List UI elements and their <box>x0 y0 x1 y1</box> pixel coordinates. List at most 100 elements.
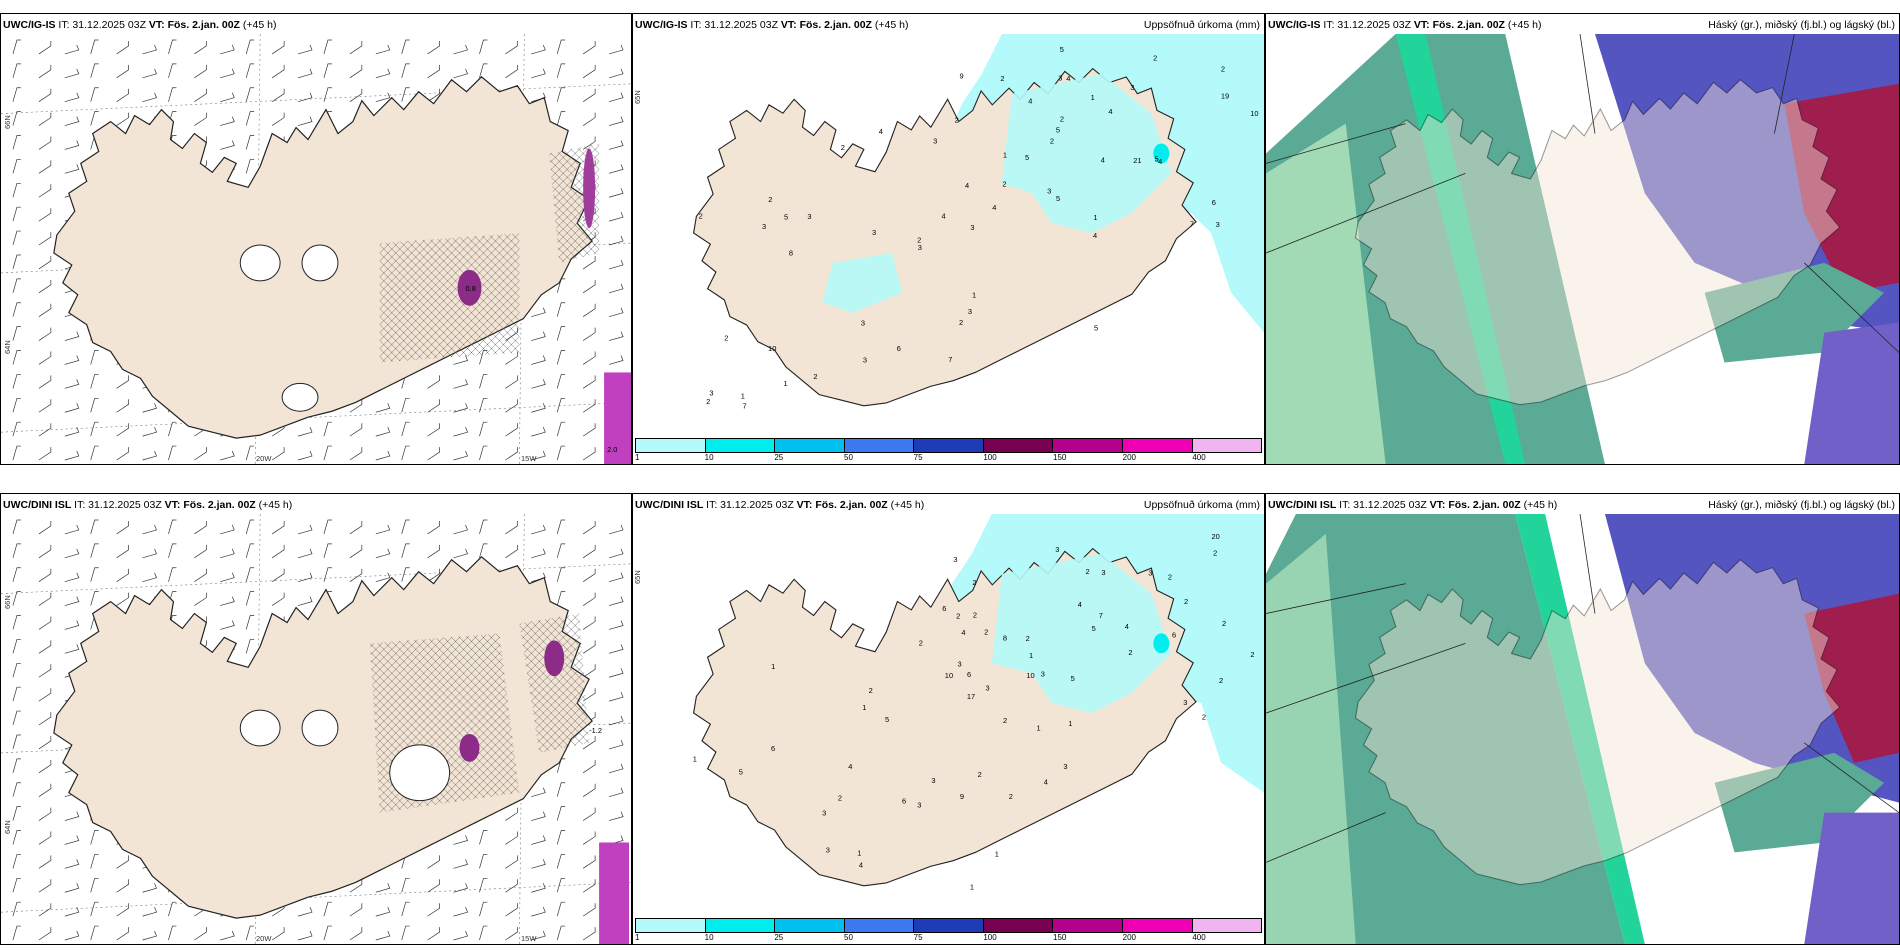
wind-barb <box>168 421 177 437</box>
precip-value: 2 <box>1050 137 1054 146</box>
wind-barb <box>12 421 21 437</box>
wind-barb <box>427 879 440 893</box>
wind-barb <box>38 232 52 246</box>
wind-barb <box>479 877 488 893</box>
precip-value: 2 <box>1000 74 1004 83</box>
wind-barb <box>453 450 468 461</box>
wind-barb <box>12 758 21 773</box>
precip-value: 4 <box>1044 777 1048 786</box>
precip-value: 2 <box>706 397 710 406</box>
wind-barb <box>582 447 596 461</box>
wind-barb <box>90 519 99 535</box>
wind-barb <box>64 811 80 821</box>
panel-wind-bottom: UWC/DINI ISL IT: 31.12.2025 03Z VT: Fös.… <box>0 493 632 945</box>
wind-barb <box>349 64 363 79</box>
precip-value: 10 <box>945 671 953 680</box>
wind-barb <box>505 520 518 535</box>
colorbar-label: 1 <box>635 453 640 462</box>
wind-barb <box>608 259 624 270</box>
precip-value: 3 <box>917 801 921 810</box>
panel-cloud-top: UWC/IG-IS IT: 31.12.2025 03Z VT: Fös. 2.… <box>1265 13 1900 465</box>
wind-barb <box>90 901 99 917</box>
wind-barb <box>556 445 566 461</box>
wind-barb <box>38 351 52 365</box>
colorbar-label: 50 <box>844 933 853 942</box>
precip-value: 3 <box>709 389 713 398</box>
precip-value: 1 <box>857 848 861 857</box>
wind-barb <box>142 403 157 413</box>
precip-value: 2 <box>813 372 817 381</box>
wind-barb <box>116 592 129 606</box>
wind-barb <box>38 303 52 317</box>
lon-label: 20W <box>256 454 272 463</box>
wind-barb <box>64 355 80 365</box>
precip-value: 4 <box>848 762 852 771</box>
wind-barb <box>608 212 624 222</box>
lat-label: 66N <box>3 595 12 609</box>
wind-barb <box>12 254 21 270</box>
colorbar-label: 200 <box>1122 933 1137 942</box>
wind-barb <box>38 136 52 150</box>
wind-barb <box>38 279 52 294</box>
wind-barb <box>90 350 99 365</box>
wind-barb <box>168 543 177 558</box>
wind-barb <box>271 447 285 461</box>
colorbar: 1 10 25 50 75 100 150 200 400 <box>633 436 1264 464</box>
precip-value: 1 <box>862 703 866 712</box>
svg-text:2.0: 2.0 <box>607 445 617 454</box>
precip-value: 2 <box>1250 650 1254 659</box>
wind-barb <box>556 39 566 55</box>
wind-barb <box>401 397 410 413</box>
precip-value: 5 <box>739 768 743 777</box>
wind-barb <box>116 568 129 582</box>
precip-value: 2 <box>841 143 845 152</box>
panel-title: UWC/DINI ISL IT: 31.12.2025 03Z VT: Fös.… <box>3 499 293 511</box>
wind-barb <box>297 450 313 461</box>
precip-value: 3 <box>1058 73 1062 82</box>
wind-barb <box>220 620 235 630</box>
wind-barb <box>453 44 468 55</box>
precip-value: 6 <box>967 670 971 679</box>
wind-barb <box>194 520 207 535</box>
wind-barb <box>505 903 518 917</box>
wind-barb <box>142 92 157 103</box>
colorbar-swatch <box>844 919 915 932</box>
wind-barb <box>90 591 99 606</box>
precip-value: 20 <box>1211 532 1219 541</box>
wind-barb <box>531 907 546 917</box>
wind-barb <box>582 303 596 317</box>
wind-barb <box>64 835 80 845</box>
wind-barb <box>271 112 285 126</box>
wind-barb <box>12 806 21 821</box>
precip-title: Uppsöfnuð úrkoma (mm) <box>1143 499 1260 511</box>
wind-barb <box>90 830 99 845</box>
precip-value: 1 <box>970 882 974 891</box>
wind-barb <box>582 375 596 389</box>
wind-barb <box>38 759 52 774</box>
wind-barb <box>90 543 99 558</box>
precip-value: 2 <box>1221 65 1225 74</box>
wind-barb <box>556 374 566 389</box>
precip-value: 2 <box>973 610 977 619</box>
colorbar-label: 200 <box>1122 453 1137 462</box>
svg-text:-1.2: -1.2 <box>589 726 602 735</box>
wind-barb <box>220 548 235 559</box>
wind-barb <box>608 524 624 535</box>
wind-barb <box>427 568 440 582</box>
colorbar-labels: 1 10 25 50 75 100 150 200 400 <box>635 933 1262 943</box>
wind-barb <box>505 423 518 437</box>
wind-barb <box>90 925 99 941</box>
wind-barb <box>556 925 566 941</box>
wind-barb <box>582 279 596 294</box>
precip-value: 6 <box>902 796 906 805</box>
wind-barb <box>401 925 410 941</box>
wind-barb <box>168 901 177 917</box>
wind-barb <box>220 140 235 150</box>
wind-barb <box>64 331 80 341</box>
wind-barb <box>220 596 235 606</box>
wind-barb <box>453 403 468 413</box>
wind-barb <box>453 859 468 869</box>
wind-barb <box>38 903 52 917</box>
wind-barb <box>64 403 80 413</box>
wind-barb <box>64 44 80 55</box>
